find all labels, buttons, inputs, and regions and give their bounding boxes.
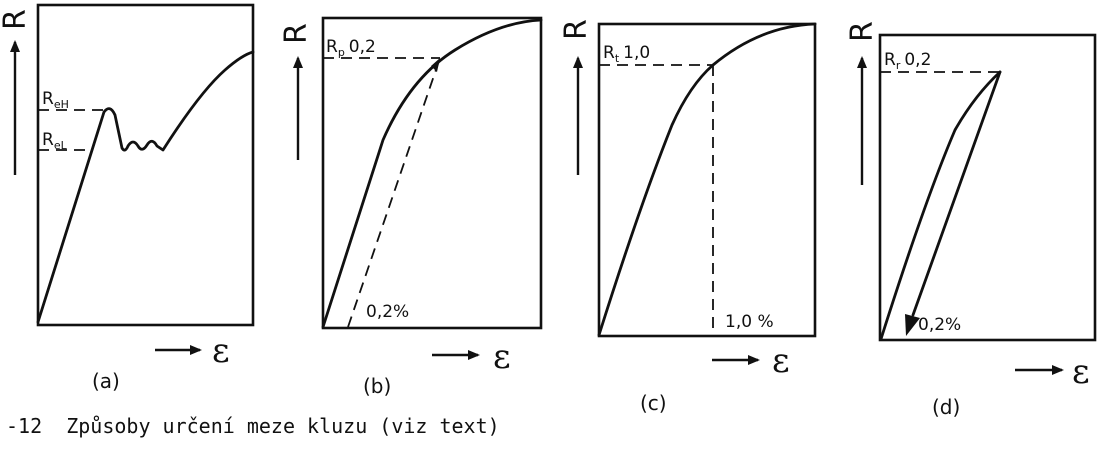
figure-caption: -12 Způsoby určení meze kluzu (viz text) (6, 414, 500, 438)
panel-d-unloading-line (911, 70, 1002, 317)
panel-c-tag: (c) (640, 391, 667, 415)
panel-c-rt-label: Rt 1,0 (603, 43, 650, 65)
panel-c-x-axis-label: ε (772, 341, 790, 381)
panel-d-y-axis-label: R (845, 21, 880, 42)
panel-b-tag: (b) (363, 374, 391, 398)
panel-a-x-axis-label: ε (212, 331, 230, 371)
panel-b-stress-curve (321, 18, 543, 329)
panel-b-offset-arrowhead (431, 58, 440, 72)
panel-b-strain-label: 0,2% (366, 302, 409, 322)
panel-c-stress-curve (597, 22, 817, 337)
panel-b-frame (321, 16, 543, 330)
panel-d-tag: (d) (932, 395, 960, 419)
panel-a-y-axis-label: R (0, 9, 33, 30)
panel-d-loading-curve (879, 70, 1002, 341)
panel-b-offset-line (347, 57, 441, 328)
panel-a-stress-curve (36, 50, 255, 324)
panel-b: R Rp 0,2 0,2% ε (b) (279, 16, 543, 398)
panel-c: R Rt 1,0 1,0 % ε (c) (559, 19, 817, 415)
panel-b-y-axis-label: R (279, 23, 314, 44)
panel-a-frame (36, 3, 255, 327)
panel-a-rel-label: ReL (42, 130, 68, 152)
panel-a-tag: (a) (92, 369, 120, 393)
panel-c-strain-label: 1,0 % (725, 312, 774, 332)
panel-d-unloading-arrowhead (905, 314, 920, 336)
panel-c-frame (597, 22, 817, 338)
panel-d-strain-label: 0,2% (918, 315, 961, 335)
panel-d-frame (878, 33, 1097, 342)
panel-d-x-axis-label: ε (1072, 352, 1090, 392)
panel-d: R Rr 0,2 0,2% ε (d) (845, 21, 1097, 419)
panel-a: R ReH ReL ε (a) (0, 3, 255, 393)
panel-b-x-axis-label: ε (493, 337, 511, 377)
panel-a-reh-label: ReH (42, 89, 69, 111)
panel-d-rr-label: Rr 0,2 (884, 50, 931, 72)
panel-b-rp-label: Rp 0,2 (326, 37, 376, 59)
panel-c-y-axis-label: R (559, 19, 594, 40)
